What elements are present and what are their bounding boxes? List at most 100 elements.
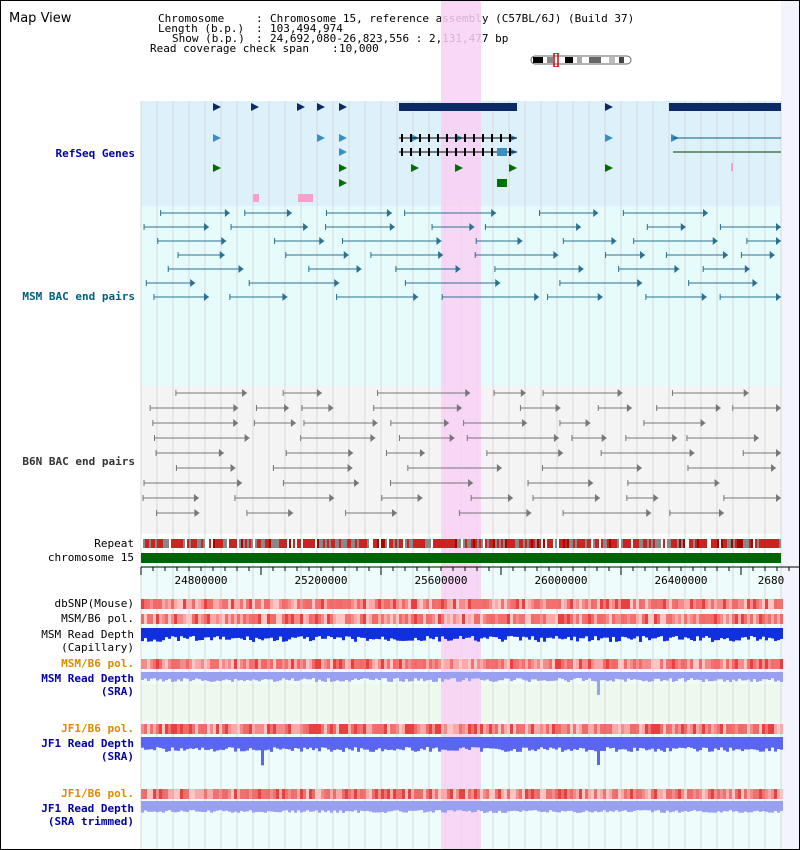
track-label-b6n-bac[interactable]: B6N BAC end pairs	[22, 455, 135, 468]
msm-b6-pol-2-heat-cell	[699, 659, 702, 669]
msm-b6-pol-2-heat-cell	[171, 659, 174, 669]
msm-b6-pol-2-heat-cell	[339, 659, 342, 669]
jf1-depth-trim-bar	[693, 801, 696, 811]
jf1-depth-trim-bar	[369, 801, 372, 812]
jf1-depth-sra-bar	[303, 737, 306, 748]
repeat-segment	[721, 539, 723, 548]
jf1-depth-trim-bar	[327, 801, 330, 811]
msm-depth-sra-bar	[357, 672, 360, 681]
msm-depth-capillary-bar	[564, 628, 567, 639]
jf1-b6-pol-heat-cell	[525, 724, 528, 734]
track-label-msm-depth-sra: MSM Read Depth	[41, 672, 134, 685]
jf1-depth-sra-bar	[300, 737, 303, 752]
repeat-segment	[183, 539, 185, 548]
repeat-segment	[231, 539, 233, 548]
repeat-segment	[777, 539, 779, 548]
jf1-b6-pol-2-heat-cell	[714, 789, 717, 799]
dbsnp-heat-cell	[348, 599, 351, 609]
jf1-b6-pol-heat-cell	[552, 724, 555, 734]
jf1-b6-pol-2-heat-cell	[522, 789, 525, 799]
dbsnp-heat-cell	[216, 599, 219, 609]
jf1-depth-trim-bar	[471, 801, 474, 813]
jf1-depth-trim-bar	[204, 801, 207, 812]
repeat-segment	[337, 539, 339, 548]
repeat-segment	[355, 539, 357, 548]
jf1-b6-pol-heat-cell	[498, 724, 501, 734]
msm-depth-capillary-bar	[222, 628, 225, 637]
jf1-b6-pol-2-heat-cell	[189, 789, 192, 799]
msm-depth-sra-bar	[324, 672, 327, 682]
msm-b6-pol-heat-cell	[258, 614, 261, 624]
jf1-depth-trim-bar	[324, 801, 327, 813]
repeat-segment	[307, 539, 309, 548]
msm-b6-pol-2-heat-cell	[702, 659, 705, 669]
track-label-refseq[interactable]: RefSeq Genes	[55, 147, 135, 160]
jf1-b6-pol-2-heat-cell	[168, 789, 171, 799]
jf1-depth-sra-bar	[504, 737, 507, 752]
msm-b6-pol-heat-cell	[777, 614, 780, 624]
msm-depth-sra-bar	[663, 672, 666, 681]
jf1-depth-trim-bar	[768, 801, 771, 813]
jf1-depth-sra-bar	[435, 737, 438, 748]
msm-depth-sra-bar	[387, 672, 390, 682]
jf1-b6-pol-2-heat-cell	[387, 789, 390, 799]
repeat-segment	[603, 539, 605, 548]
repeat-segment	[751, 539, 753, 548]
jf1-depth-trim-bar	[543, 801, 546, 812]
track-label-msm-bac[interactable]: MSM BAC end pairs	[22, 290, 135, 303]
dbsnp-heat-cell	[387, 599, 390, 609]
jf1-b6-pol-heat-cell	[387, 724, 390, 734]
jf1-depth-trim-bar	[282, 801, 285, 811]
msm-b6-pol-heat-cell	[570, 614, 573, 624]
jf1-b6-pol-heat-cell	[267, 724, 270, 734]
repeat-segment	[185, 539, 187, 548]
jf1-b6-pol-2-heat-cell	[414, 789, 417, 799]
msm-b6-pol-2-heat-cell	[666, 659, 669, 669]
dbsnp-heat-cell	[597, 599, 600, 609]
msm-depth-sra-bar	[321, 672, 324, 682]
jf1-b6-pol-heat-cell	[669, 724, 672, 734]
msm-depth-sra-bar	[684, 672, 687, 682]
jf1-depth-sra-bar	[465, 737, 468, 749]
chromosome-bar	[141, 553, 781, 563]
jf1-depth-trim-bar	[372, 801, 375, 813]
msm-b6-pol-2-heat-cell	[264, 659, 267, 669]
dbsnp-heat-cell	[660, 599, 663, 609]
msm-depth-capillary-bar	[420, 628, 423, 641]
jf1-b6-pol-heat-cell	[279, 724, 282, 734]
jf1-b6-pol-2-heat-cell	[777, 789, 780, 799]
msm-bac-pair-end	[703, 209, 709, 217]
jf1-depth-trim-bar	[477, 801, 480, 811]
msm-b6-pol-heat-cell	[453, 614, 456, 624]
jf1-depth-trim-bar	[252, 801, 255, 813]
chromosome-ideogram[interactable]	[529, 53, 635, 67]
msm-depth-capillary-bar	[150, 628, 153, 642]
jf1-depth-trim-bar	[669, 801, 672, 813]
msm-depth-sra-bar	[483, 672, 486, 681]
repeat-segment	[483, 539, 485, 548]
jf1-b6-pol-heat-cell	[306, 724, 309, 734]
jf1-b6-pol-2-heat-cell	[213, 789, 216, 799]
repeat-segment	[255, 539, 257, 548]
msm-depth-capillary-bar	[705, 628, 708, 637]
ideogram-band	[577, 57, 582, 63]
dbsnp-heat-cell	[594, 599, 597, 609]
b6n-bac-pair-end	[689, 449, 695, 457]
jf1-b6-pol-2-heat-cell	[324, 789, 327, 799]
gene-exon	[482, 148, 484, 156]
msm-b6-pol-heat-cell	[630, 614, 633, 624]
msm-b6-pol-2-heat-cell	[165, 659, 168, 669]
msm-depth-sra-bar	[474, 672, 477, 679]
jf1-depth-sra-bar	[531, 737, 534, 750]
msm-b6-pol-2-heat-cell	[285, 659, 288, 669]
dbsnp-heat-cell	[501, 599, 504, 609]
jf1-depth-sra-bar	[693, 737, 696, 749]
jf1-depth-sra-bar	[171, 737, 174, 748]
gene-arrow	[671, 103, 679, 111]
jf1-depth-sra-bar	[252, 737, 255, 750]
msm-depth-capillary-bar	[450, 628, 453, 641]
msm-b6-pol-heat-cell	[702, 614, 705, 624]
jf1-depth-sra-bar	[555, 737, 558, 750]
jf1-depth-trim-bar	[315, 801, 318, 811]
